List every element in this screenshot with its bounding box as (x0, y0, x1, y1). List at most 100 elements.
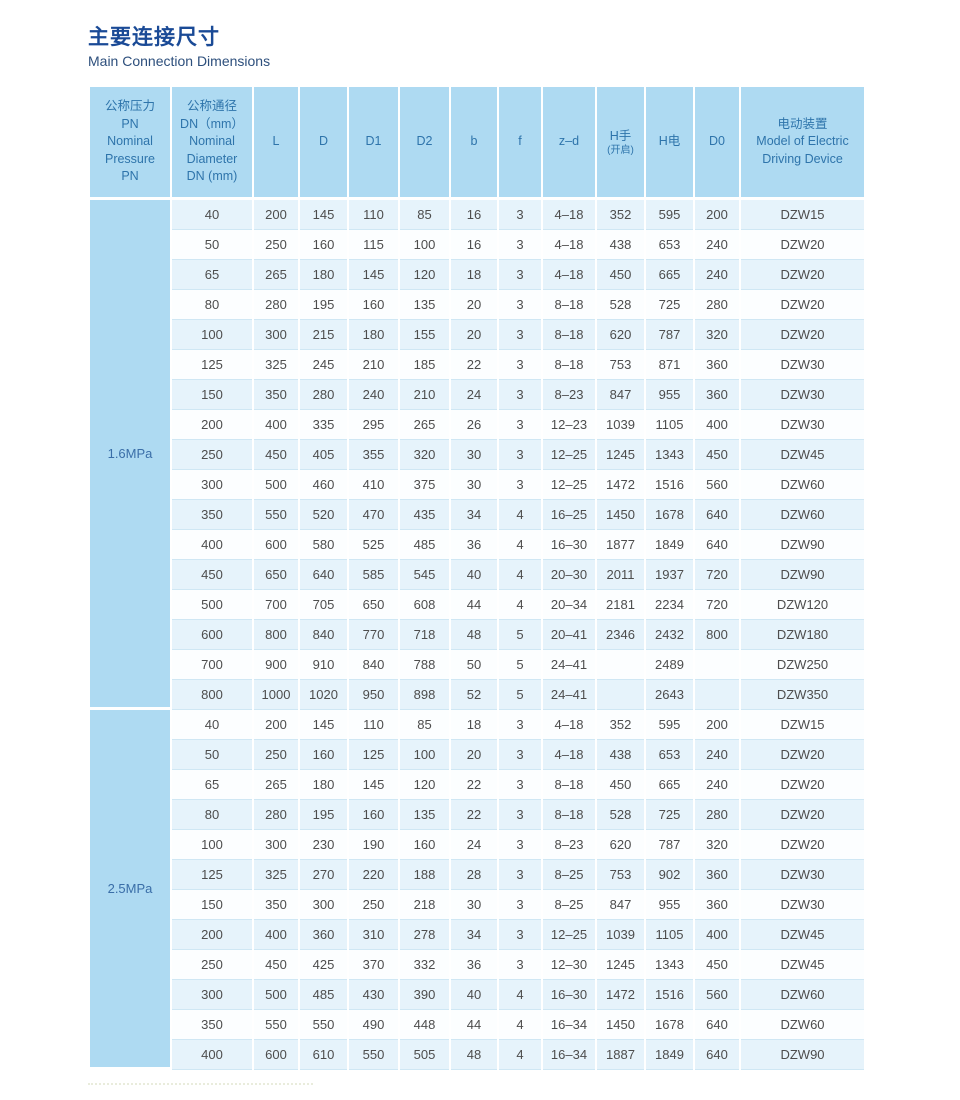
column-header-f: f (499, 86, 541, 200)
table-cell: 1877 (597, 529, 644, 560)
table-row: 125 325 245 210 185 22 3 8–18 753 871 360 DZW30 (90, 349, 864, 380)
table-cell: 2643 (646, 679, 693, 710)
table-cell: 200 (695, 709, 739, 740)
table-row: 2.5MPa 40 200 145 110 85 18 3 4–18 352 595 200 DZW15 (90, 709, 864, 1070)
table-cell: DZW20 (741, 229, 864, 260)
table-cell: 700 (254, 589, 298, 620)
table-cell: 3 (499, 709, 541, 740)
table-cell: 450 (597, 259, 644, 290)
table-cell: 4 (499, 1039, 541, 1070)
column-header-pn: 公称压力 PN Nominal Pressure PN (90, 86, 170, 200)
table-cell: 22 (451, 349, 497, 380)
table-cell: 1516 (646, 469, 693, 500)
table-cell: 18 (451, 709, 497, 740)
column-header-h_hand: H手 (开启) (597, 86, 644, 200)
table-cell: 300 (172, 979, 252, 1010)
table-cell: 240 (695, 229, 739, 260)
table-cell: 265 (254, 259, 298, 290)
table-cell: 847 (597, 379, 644, 410)
table-cell: 195 (300, 289, 347, 320)
table-body: 1.6MPa 40 200 145 110 85 16 3 4–18 352 595 200 DZW15… (90, 199, 864, 1070)
table-cell: 48 (451, 619, 497, 650)
table-cell: DZW60 (741, 979, 864, 1010)
table-cell: 135 (400, 289, 449, 320)
connection-dimensions-table: 公称压力 PN Nominal Pressure PN 公称通径 DN（mm） Nominal… (88, 86, 866, 1070)
table-cell: 12–25 (543, 439, 595, 470)
table-cell: 250 (254, 739, 298, 770)
table-cell: 3 (499, 409, 541, 440)
table-cell: 360 (695, 349, 739, 380)
table-cell: 1245 (597, 949, 644, 980)
table-cell: 405 (300, 439, 347, 470)
table-row: 500 700 705 650 608 44 4 20–34 2181 2234 720 DZW120 (90, 589, 864, 620)
table-cell: 160 (300, 229, 347, 260)
table-cell: 4–18 (543, 709, 595, 740)
table-cell: 250 (349, 889, 398, 920)
table-cell: 110 (349, 199, 398, 230)
table-cell: DZW20 (741, 259, 864, 290)
table-cell: 620 (597, 829, 644, 860)
table-cell: 360 (695, 889, 739, 920)
table-cell: 787 (646, 319, 693, 350)
table-cell: 1887 (597, 1039, 644, 1070)
table-cell: DZW20 (741, 289, 864, 320)
table-cell: DZW30 (741, 889, 864, 920)
table-cell: 4–18 (543, 229, 595, 260)
table-cell: 438 (597, 229, 644, 260)
table-cell: 80 (172, 799, 252, 830)
table-cell: 20–41 (543, 619, 595, 650)
table-cell: DZW60 (741, 1009, 864, 1040)
table-cell: 145 (349, 259, 398, 290)
table-cell: 135 (400, 799, 449, 830)
table-cell: 50 (451, 649, 497, 680)
table-cell: 955 (646, 889, 693, 920)
table-cell: 350 (254, 379, 298, 410)
table-cell: 20–30 (543, 559, 595, 590)
table-cell: 485 (400, 529, 449, 560)
table-cell: 320 (695, 829, 739, 860)
table-cell: 650 (254, 559, 298, 590)
table-cell: 550 (254, 499, 298, 530)
table-cell: 280 (695, 799, 739, 830)
table-row: 65 265 180 145 120 22 3 8–18 450 665 240 DZW20 (90, 769, 864, 800)
table-cell: 190 (349, 829, 398, 860)
table-cell: 145 (300, 199, 347, 230)
table-cell: 545 (400, 559, 449, 590)
table-cell: 1020 (300, 679, 347, 710)
table-cell: 44 (451, 1009, 497, 1040)
table-cell: 85 (400, 709, 449, 740)
table-cell: 435 (400, 499, 449, 530)
table-cell: 653 (646, 229, 693, 260)
table-cell: 450 (172, 559, 252, 590)
table-cell: 24 (451, 829, 497, 860)
table-cell: DZW90 (741, 559, 864, 590)
table-cell: 220 (349, 859, 398, 890)
table-cell (695, 649, 739, 680)
table-cell: 725 (646, 799, 693, 830)
table-cell: 20 (451, 289, 497, 320)
column-header-z_d: z–d (543, 86, 595, 200)
table-row: 125 325 270 220 188 28 3 8–25 753 902 360 DZW30 (90, 859, 864, 890)
table-row: 150 350 300 250 218 30 3 8–25 847 955 360 DZW30 (90, 889, 864, 920)
table-cell: 3 (499, 379, 541, 410)
table-cell: 3 (499, 799, 541, 830)
table-row: 300 500 460 410 375 30 3 12–25 1472 1516 560 DZW60 (90, 469, 864, 500)
table-cell: 2489 (646, 649, 693, 680)
table-cell: 195 (300, 799, 347, 830)
table-cell: 100 (172, 829, 252, 860)
table-cell: 3 (499, 919, 541, 950)
table-cell: 188 (400, 859, 449, 890)
table-cell: 24 (451, 379, 497, 410)
table-cell: 585 (349, 559, 398, 590)
table-cell: DZW60 (741, 469, 864, 500)
table-cell: 550 (254, 1009, 298, 1040)
table-cell: 390 (400, 979, 449, 1010)
table-cell: 34 (451, 919, 497, 950)
table-cell: 8–18 (543, 799, 595, 830)
table-row: 100 300 230 190 160 24 3 8–23 620 787 320 DZW20 (90, 829, 864, 860)
table-cell: 705 (300, 589, 347, 620)
table-cell: 665 (646, 259, 693, 290)
table-cell: 485 (300, 979, 347, 1010)
table-cell: 16–25 (543, 499, 595, 530)
